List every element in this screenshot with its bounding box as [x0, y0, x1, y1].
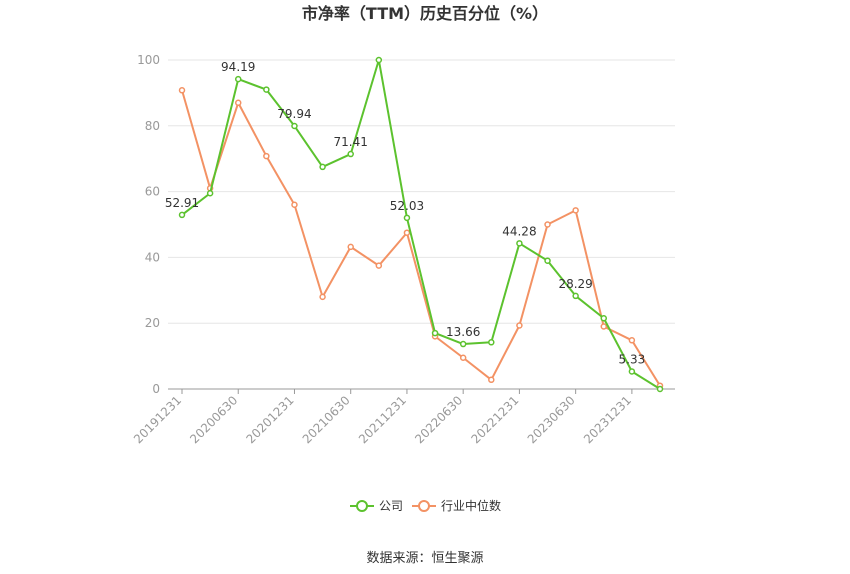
data-label: 79.94 — [277, 107, 311, 121]
x-tick-label: 20200630 — [187, 393, 240, 446]
data-label: 94.19 — [221, 60, 255, 74]
x-tick-label: 20210630 — [300, 393, 353, 446]
data-point[interactable] — [431, 329, 439, 337]
data-point[interactable] — [178, 87, 186, 94]
x-tick-label: 20230630 — [525, 393, 578, 446]
data-point[interactable] — [488, 376, 495, 384]
data-point[interactable] — [516, 322, 523, 329]
data-point[interactable] — [206, 189, 214, 197]
data-point[interactable] — [347, 243, 354, 251]
legend-marker — [418, 500, 430, 512]
data-point[interactable] — [263, 86, 270, 93]
data-point[interactable] — [347, 150, 354, 158]
data-label: 13.66 — [446, 325, 480, 339]
series-company — [178, 56, 664, 393]
data-point[interactable] — [319, 293, 326, 301]
legend-label: 行业中位数 — [441, 498, 501, 513]
data-label: 5.33 — [619, 352, 646, 366]
legend-item-company[interactable]: 公司 — [350, 499, 403, 513]
data-point[interactable] — [459, 354, 467, 361]
x-tick-label: 20220630 — [412, 393, 465, 446]
data-point[interactable] — [234, 75, 242, 83]
data-point[interactable] — [600, 323, 608, 330]
chart-title: 市净率（TTM）历史百分位（%） — [302, 4, 548, 23]
data-label: 44.28 — [502, 224, 536, 238]
legend-marker — [356, 500, 368, 512]
series-layer — [178, 56, 664, 393]
data-point[interactable] — [291, 122, 298, 130]
data-point[interactable] — [488, 339, 495, 346]
data-point[interactable] — [263, 152, 270, 160]
y-tick-label: 20 — [145, 316, 160, 330]
y-tick-label: 40 — [145, 250, 160, 264]
data-point[interactable] — [403, 229, 411, 236]
grid-layer: 0 20 40 60 80 100 — [137, 53, 675, 396]
data-point[interactable] — [319, 163, 326, 171]
data-point[interactable] — [516, 240, 523, 247]
y-tick-label: 100 — [137, 53, 160, 67]
source-note: 数据来源：恒生聚源 — [366, 551, 483, 566]
legend-label: 公司 — [379, 499, 403, 513]
data-labels: 52.91 94.19 79.94 71.41 52.03 13.66 44.28 28.29… — [165, 60, 645, 366]
data-point[interactable] — [375, 56, 383, 64]
data-point[interactable] — [544, 257, 551, 264]
x-tick-label: 20201231 — [244, 393, 297, 446]
data-point[interactable] — [572, 207, 579, 214]
x-tick-label: 20191231 — [131, 393, 184, 446]
series-line — [181, 89, 661, 387]
data-point[interactable] — [572, 292, 579, 300]
data-point[interactable] — [628, 337, 636, 344]
data-label: 52.91 — [165, 196, 199, 210]
data-label: 71.41 — [334, 135, 368, 149]
series-industry-median — [178, 87, 664, 389]
data-point[interactable] — [628, 368, 636, 375]
data-point[interactable] — [600, 315, 608, 322]
data-point[interactable] — [459, 340, 467, 348]
data-label: 28.29 — [558, 277, 592, 291]
x-axis: 20191231 20200630 20201231 20210630 20211231… — [131, 388, 675, 446]
x-tick-label: 20211231 — [356, 393, 409, 446]
data-point[interactable] — [375, 262, 383, 269]
data-point[interactable] — [544, 221, 551, 228]
y-tick-label: 0 — [152, 382, 160, 396]
data-point[interactable] — [291, 201, 298, 209]
data-label: 52.03 — [390, 199, 424, 213]
legend[interactable]: 公司 行业中位数 — [350, 498, 501, 513]
data-point[interactable] — [656, 385, 664, 393]
y-tick-label: 80 — [145, 119, 160, 133]
data-point[interactable] — [403, 214, 411, 222]
legend-item-industry-median[interactable]: 行业中位数 — [412, 498, 501, 513]
data-point[interactable] — [178, 211, 186, 219]
x-tick-label: 20231231 — [581, 393, 634, 446]
y-tick-label: 60 — [145, 185, 160, 199]
series-line — [181, 59, 661, 390]
x-tick-label: 20221231 — [468, 393, 521, 446]
data-point[interactable] — [234, 99, 242, 107]
